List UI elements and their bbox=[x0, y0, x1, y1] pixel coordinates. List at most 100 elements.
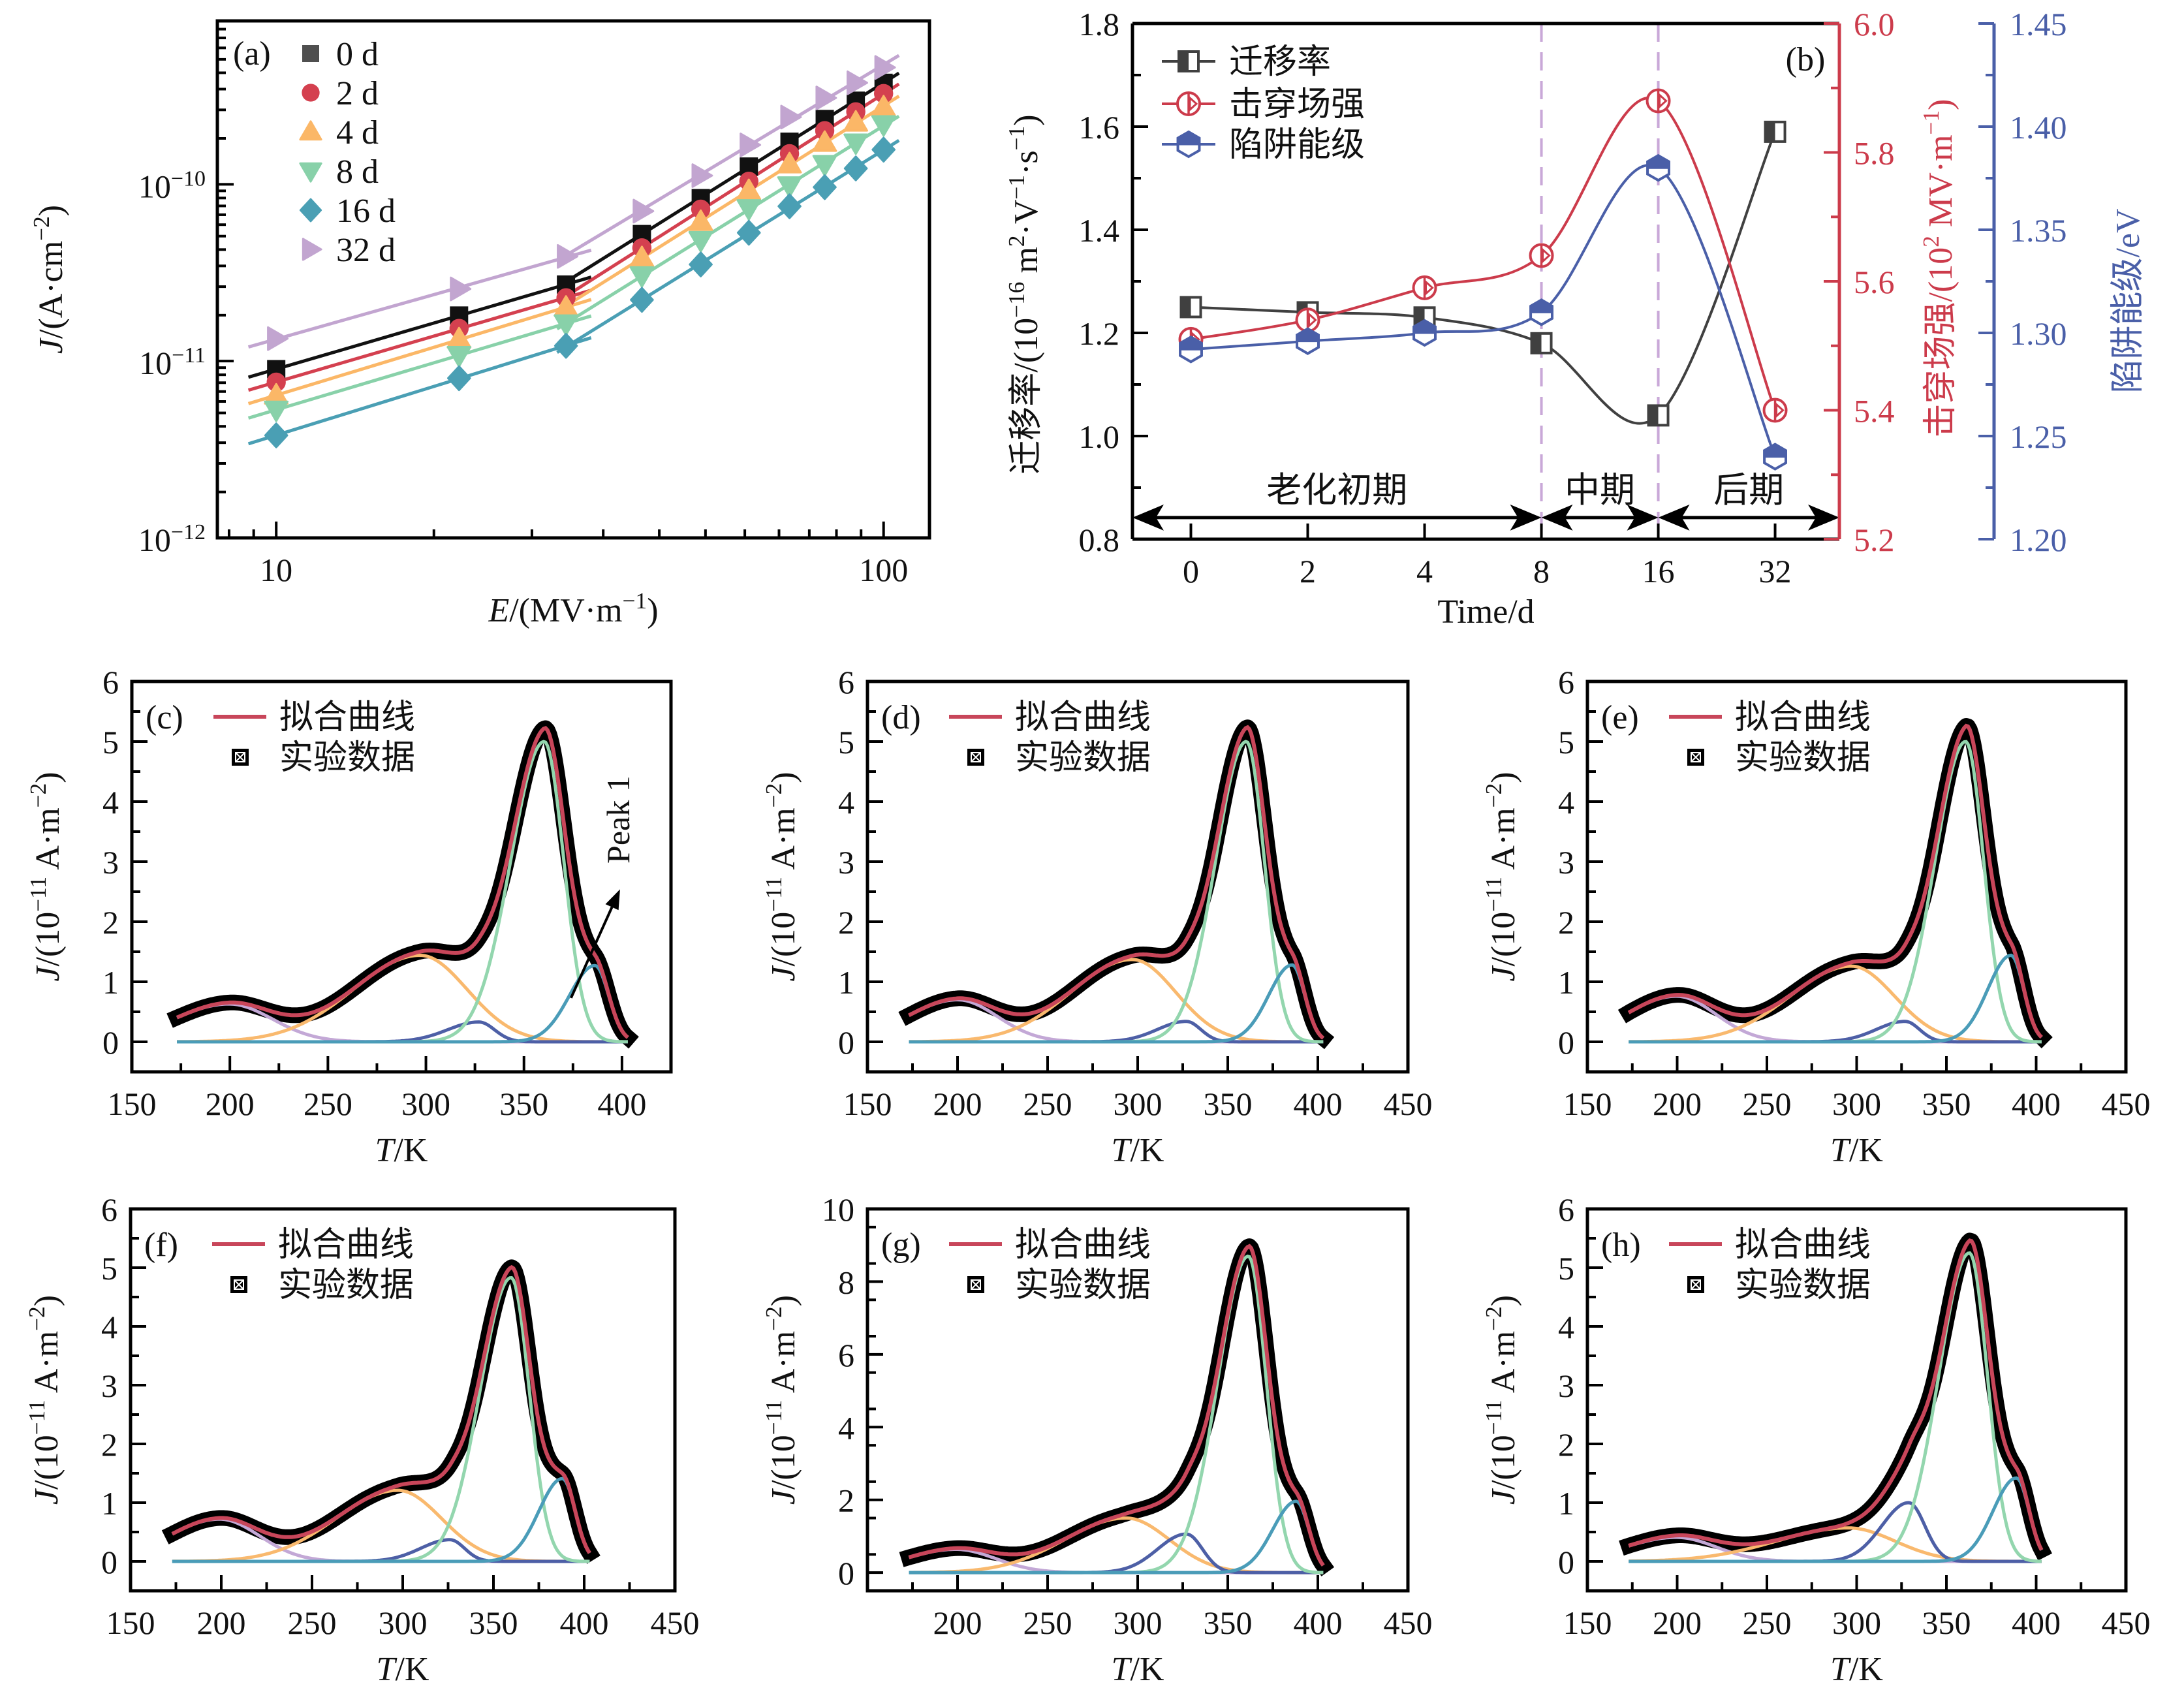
legend-label: 实验数据 bbox=[1015, 740, 1151, 777]
legend-marker bbox=[1176, 130, 1201, 159]
x-tick-label: 450 bbox=[2102, 1604, 2151, 1641]
y-tick-label: 3 bbox=[1558, 844, 1574, 881]
data-point-8d bbox=[554, 314, 579, 336]
x-tick-label: 200 bbox=[206, 1086, 255, 1122]
marker-inner-box bbox=[1691, 752, 1701, 762]
data-point-4d bbox=[688, 209, 713, 231]
x-axis-label-segment: T bbox=[1830, 1651, 1851, 1688]
y-axis-label-segment: J bbox=[1485, 1488, 1522, 1505]
marker-triangle bbox=[1659, 93, 1668, 109]
fit-curve bbox=[171, 1264, 591, 1554]
x-tick-label: 100 bbox=[859, 552, 908, 588]
x-tick-label: 250 bbox=[304, 1086, 352, 1122]
fit-line-2d bbox=[556, 82, 900, 304]
legend-label: 32 d bbox=[336, 232, 396, 269]
fit-curve bbox=[908, 1244, 1325, 1567]
data-point-8d bbox=[629, 266, 655, 288]
marker-cross bbox=[1691, 1279, 1701, 1290]
data-point-4d bbox=[843, 110, 868, 132]
fit-line-32d bbox=[247, 248, 592, 349]
legend-label: 16 d bbox=[336, 193, 396, 230]
data-point-8d bbox=[843, 133, 868, 155]
x-axis-label-segment: E bbox=[488, 592, 509, 629]
right-y-axis-label-segment: ) bbox=[1922, 99, 1959, 110]
marker-fill-half bbox=[1763, 443, 1787, 458]
data-point-8d bbox=[812, 155, 837, 177]
y-tick-label: 0 bbox=[101, 1544, 117, 1580]
y-axis-label-segment: A·m bbox=[765, 1331, 802, 1400]
x-tick-label: 8 bbox=[1533, 553, 1550, 589]
legend-label: 4 d bbox=[336, 114, 379, 151]
legend-marker bbox=[299, 120, 322, 141]
x-axis-label-segment: /K bbox=[1849, 1132, 1883, 1169]
y-tick-label-segment: −11 bbox=[172, 343, 206, 368]
x-tick-label: 200 bbox=[933, 1604, 982, 1641]
y-tick-label: 0 bbox=[1558, 1024, 1574, 1061]
y-axis-label-segment: −2 bbox=[28, 216, 54, 241]
fit-curve bbox=[1628, 1238, 2044, 1551]
marker-inner-box bbox=[971, 1279, 981, 1290]
stage-label: 后期 bbox=[1713, 471, 1784, 510]
marker-cross bbox=[235, 752, 245, 762]
data-point-8d bbox=[736, 199, 762, 221]
y-axis-label-segment: ) bbox=[1485, 772, 1522, 783]
x-tick-label: 400 bbox=[2012, 1086, 2061, 1122]
x-axis-label: E/(MV·m−1) bbox=[488, 587, 658, 629]
fit-line-2d bbox=[247, 289, 592, 392]
y-tick-label: 10−11 bbox=[139, 343, 206, 382]
y-tick-label-segment: 10 bbox=[138, 168, 171, 204]
second-right-y-axis-label-segment: 陷阱能级/eV bbox=[2110, 208, 2147, 393]
y-tick-label: 2 bbox=[838, 1482, 854, 1519]
y-tick-label: 8 bbox=[838, 1264, 854, 1300]
legend-label: 陷阱能级 bbox=[1229, 127, 1365, 164]
x-axis-label-segment: /K bbox=[395, 1651, 429, 1688]
x-tick-label: 0 bbox=[1183, 553, 1199, 589]
y-axis-label-segment: J bbox=[28, 1488, 65, 1505]
fit-curve bbox=[176, 726, 629, 1039]
y-tick-label: 10 bbox=[822, 1191, 854, 1228]
y-axis-label-segment: J bbox=[29, 965, 67, 982]
data-point bbox=[1646, 153, 1670, 182]
plot-frame bbox=[215, 19, 931, 540]
x-tick-label: 150 bbox=[1563, 1604, 1612, 1641]
x-tick-label: 450 bbox=[1384, 1604, 1433, 1641]
stage-label: 老化初期 bbox=[1266, 471, 1407, 510]
y-tick-label: 10−12 bbox=[138, 520, 206, 559]
stage-arrowhead-right bbox=[1627, 504, 1659, 531]
x-tick-label: 4 bbox=[1416, 553, 1433, 589]
data-point bbox=[1529, 243, 1554, 268]
x-tick-label: 200 bbox=[197, 1604, 246, 1641]
fit-component-curve bbox=[172, 1477, 591, 1563]
x-tick-label: 16 bbox=[1642, 553, 1675, 589]
y-axis-label-segment: ) bbox=[29, 772, 67, 783]
x-tick-label: 300 bbox=[1832, 1604, 1881, 1641]
y-tick-label: 5 bbox=[101, 1250, 117, 1287]
data-point-8d bbox=[871, 115, 896, 137]
data-point bbox=[1296, 327, 1320, 355]
x-tick-label: 400 bbox=[2012, 1604, 2061, 1641]
y-axis-label-segment: /(10 bbox=[28, 1435, 65, 1490]
second-right-y-axis-label: 陷阱能级/eV bbox=[2110, 208, 2147, 393]
y-axis-label-segment: −11 bbox=[23, 1400, 50, 1435]
legend-marker bbox=[230, 1276, 247, 1293]
x-tick-label: 150 bbox=[843, 1086, 892, 1122]
fit-line-16d bbox=[556, 139, 900, 354]
annotation-arrowhead bbox=[605, 889, 620, 911]
y-tick-label: 4 bbox=[838, 1409, 854, 1446]
panel-label: (d) bbox=[881, 699, 921, 736]
y-tick-label: 6 bbox=[1558, 1191, 1574, 1228]
x-tick-label: 400 bbox=[560, 1604, 609, 1641]
fit-component-curve bbox=[909, 1499, 1325, 1574]
marker-fill-half bbox=[1177, 131, 1200, 146]
plot-frame bbox=[866, 1207, 1410, 1593]
legend-marker bbox=[302, 238, 322, 261]
y-axis-label-segment: A·m bbox=[28, 1331, 65, 1400]
fit-line-32d bbox=[556, 54, 900, 262]
data-point-4d bbox=[812, 130, 837, 152]
marker-triangle bbox=[1775, 402, 1785, 418]
x-tick-label: 300 bbox=[1114, 1086, 1162, 1122]
x-axis-label: Time/d bbox=[1437, 593, 1534, 631]
x-axis-label-segment: T bbox=[1112, 1132, 1132, 1169]
right-y-axis-label-segment: MV·m bbox=[1922, 134, 1959, 236]
